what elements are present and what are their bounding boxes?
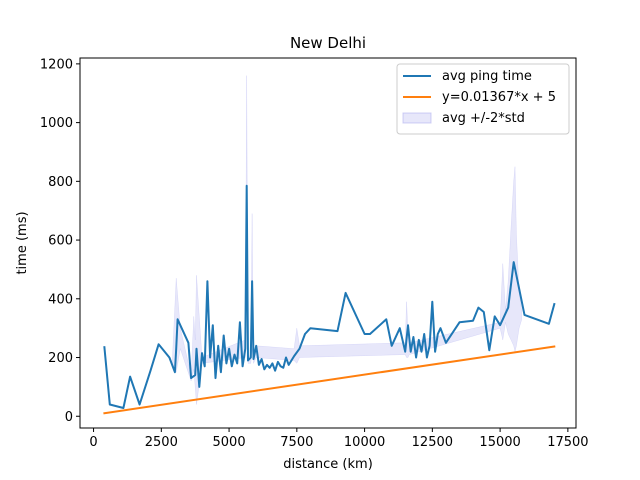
series-layer [103,184,556,415]
fit-line [103,345,556,415]
y-axis-label: time (ms) [15,211,30,274]
avg-ping-line [103,184,556,409]
x-tick-label: 10000 [344,435,385,450]
x-axis-ticks: 0 2500 5000 7500 10000 12500 15000 17500 [89,428,589,450]
legend-label-std-band: avg +/-2*std [442,111,525,126]
std-band-area [171,75,523,405]
legend-box [396,63,570,135]
legend-label-avg-ping: avg ping time [442,69,532,84]
x-tick-label: 17500 [547,435,588,450]
x-tick-label: 15000 [479,435,520,450]
legend-swatch-std-band [402,112,432,124]
legend-label-fit-line: y=0.01367*x + 5 [442,90,556,105]
x-tick-label: 2500 [145,435,178,450]
x-tick-label: 12500 [412,435,453,450]
y-tick-label: 1000 [40,116,73,131]
y-tick-label: 600 [48,234,73,249]
x-tick-label: 5000 [213,435,246,450]
y-tick-label: 0 [65,410,73,425]
y-axis-ticks: 0 200 400 600 800 1000 1200 [40,57,80,425]
plot-frame [79,57,577,429]
x-axis-label: distance (km) [283,457,373,472]
x-tick-label: 0 [89,435,97,450]
x-tick-label: 7500 [280,435,313,450]
std-band-layer [171,75,523,405]
y-tick-label: 800 [48,175,73,190]
legend: avg ping time y=0.01367*x + 5 avg +/-2*s… [396,63,570,135]
y-tick-label: 1200 [40,57,73,72]
y-tick-label: 200 [48,351,73,366]
y-tick-label: 400 [48,292,73,307]
chart-title: New Delhi [290,34,366,52]
